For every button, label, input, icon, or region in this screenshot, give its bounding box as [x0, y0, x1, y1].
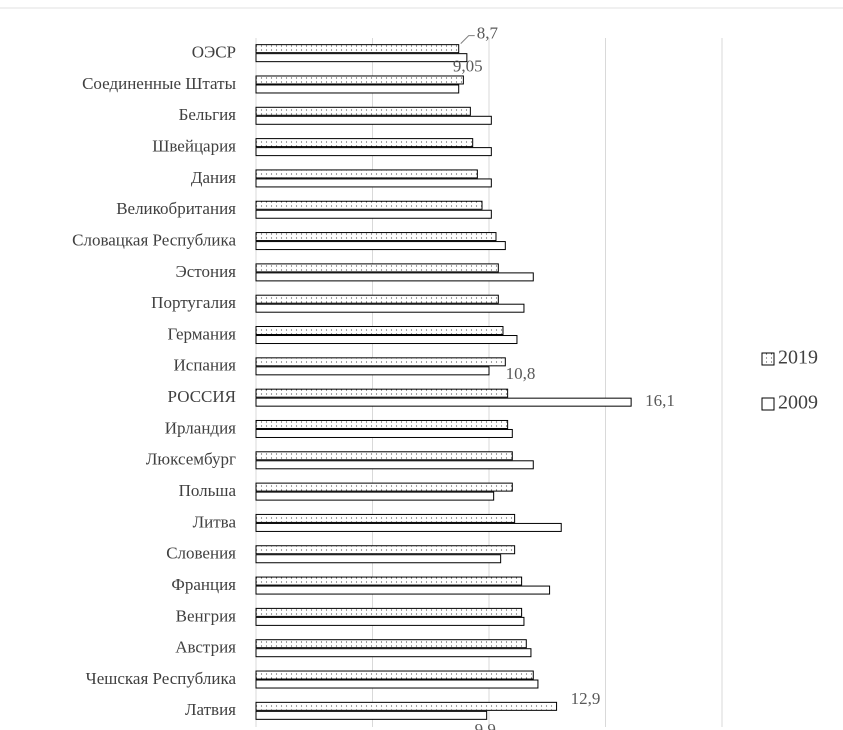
legend-swatch	[761, 397, 775, 411]
bar	[255, 554, 502, 564]
bar	[255, 679, 539, 689]
bar	[255, 576, 523, 586]
bar	[255, 75, 464, 85]
y-tick-label: Словацкая Республика	[72, 230, 236, 249]
bar	[255, 648, 532, 658]
bar	[255, 451, 513, 461]
y-tick-label: Швейцария	[152, 137, 236, 156]
legend-swatch	[761, 352, 775, 366]
bar	[255, 701, 558, 711]
bar	[255, 44, 460, 54]
bar	[255, 138, 474, 148]
bar	[255, 294, 499, 304]
y-tick-label: Польша	[179, 481, 237, 500]
bar	[255, 53, 468, 63]
y-tick-label: Эстония	[176, 262, 237, 281]
bar	[255, 607, 523, 617]
bar	[255, 522, 562, 532]
bar	[255, 200, 483, 210]
bar	[255, 513, 516, 523]
y-tick-label: Венгрия	[176, 606, 237, 625]
bar	[255, 178, 492, 188]
bar	[255, 616, 525, 626]
bar	[255, 710, 488, 720]
y-tick-label: Латвия	[185, 700, 236, 719]
bar	[255, 241, 506, 251]
y-tick-label: Литва	[193, 512, 237, 531]
bar	[255, 84, 460, 94]
bar	[255, 263, 499, 273]
bar	[255, 585, 551, 595]
bar	[255, 115, 492, 125]
bar	[255, 388, 509, 398]
y-tick-label: Франция	[171, 575, 236, 594]
bar	[255, 106, 471, 116]
y-tick-label: Бельгия	[179, 105, 237, 124]
value-label: 9,05	[453, 57, 483, 76]
bar	[255, 272, 534, 282]
y-tick-label: Дания	[191, 168, 236, 187]
bar	[255, 419, 509, 429]
leader-line	[460, 35, 475, 45]
y-tick-label: Великобритания	[116, 199, 236, 218]
value-label: 9,9	[475, 720, 496, 730]
y-tick-label: Германия	[167, 324, 236, 343]
y-tick-label: Соединенные Штаты	[82, 74, 236, 93]
bar	[255, 397, 632, 407]
y-tick-label: Люксембург	[146, 450, 236, 469]
y-tick-label: Словения	[166, 544, 236, 563]
y-tick-label: РОССИЯ	[168, 387, 236, 406]
bar	[255, 147, 492, 157]
bar	[255, 670, 534, 680]
bar	[255, 460, 534, 470]
value-label: 16,1	[645, 391, 675, 410]
value-label: 12,9	[571, 689, 601, 708]
bar	[255, 482, 513, 492]
legend-label: 2019	[778, 347, 818, 369]
bar	[255, 428, 513, 438]
bar	[255, 366, 490, 376]
y-tick-label: ОЭСР	[192, 43, 236, 62]
y-tick-label: Австрия	[175, 638, 236, 657]
bar	[255, 209, 492, 219]
bar	[255, 326, 504, 336]
value-label: 8,7	[477, 24, 499, 43]
legend-label: 2009	[778, 392, 818, 414]
y-tick-label: Португалия	[151, 293, 236, 312]
bar	[255, 169, 478, 179]
bar	[255, 491, 495, 501]
y-tick-label: Испания	[174, 356, 237, 375]
value-label: 10,8	[506, 364, 536, 383]
bar	[255, 357, 506, 367]
y-tick-label: Ирландия	[165, 418, 236, 437]
bar	[255, 639, 527, 649]
y-tick-label: Чешская Республика	[86, 669, 237, 688]
bar	[255, 545, 516, 555]
bar	[255, 232, 497, 242]
bar	[255, 303, 525, 313]
bar	[255, 335, 518, 345]
